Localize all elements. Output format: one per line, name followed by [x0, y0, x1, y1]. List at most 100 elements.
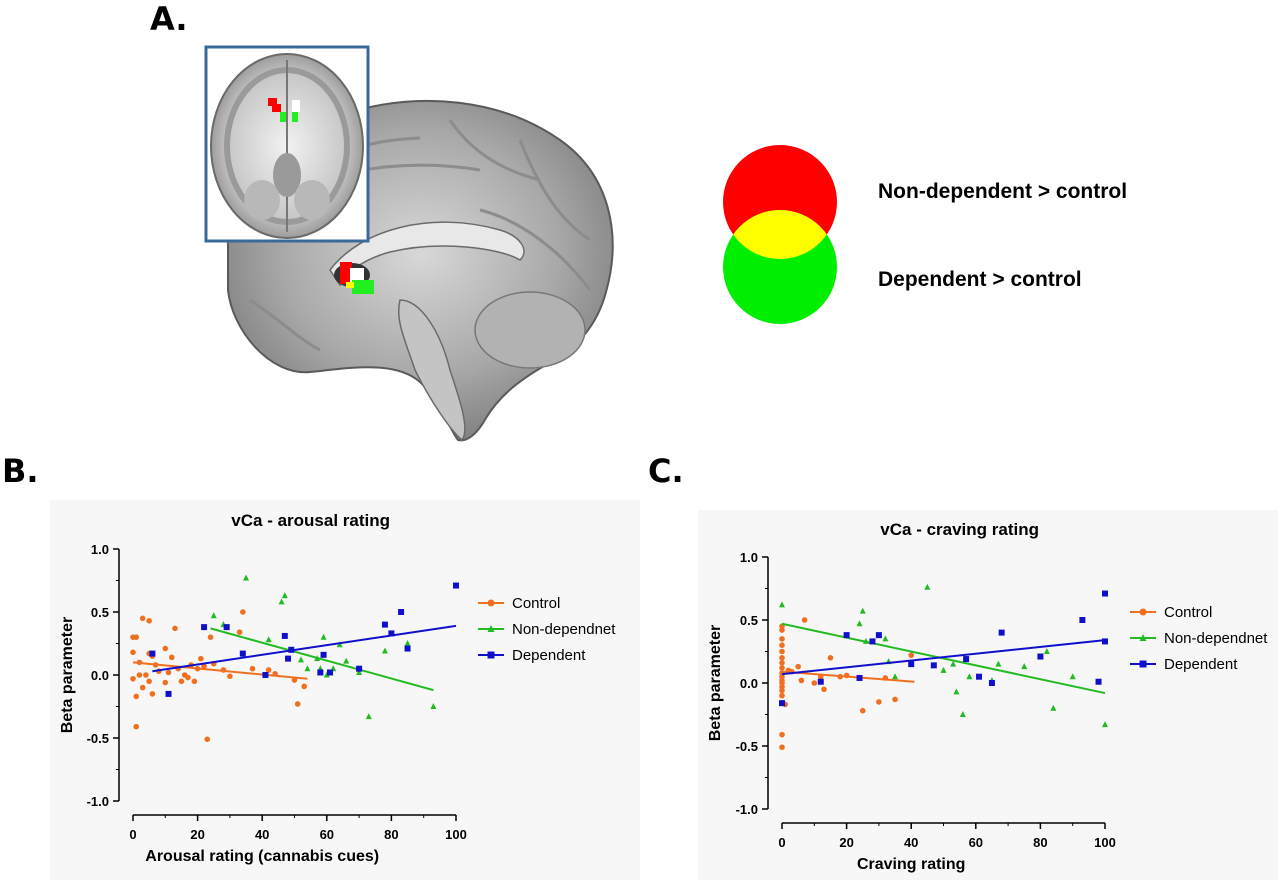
data-point: [908, 661, 915, 668]
data-point: [294, 701, 301, 707]
data-point: [356, 668, 363, 675]
data-point: [136, 659, 143, 666]
data-point: [356, 665, 363, 672]
series-control: [779, 617, 915, 751]
y-tick-label: -1.0: [736, 802, 758, 817]
data-point: [1102, 721, 1108, 728]
data-point: [779, 700, 785, 707]
data-point: [795, 663, 801, 670]
data-point: [827, 655, 834, 661]
data-point: [998, 629, 1005, 636]
legend-label: Non-dependnet: [512, 621, 616, 638]
data-point: [207, 634, 214, 640]
y-tick-label: -0.5: [736, 739, 758, 754]
y-tick-label: 0.0: [740, 676, 758, 691]
panel-label-b: B.: [2, 452, 39, 490]
data-point: [779, 636, 785, 642]
data-point: [194, 665, 201, 672]
overlap-legend-graphic: [723, 145, 837, 324]
x-tick-label: 40: [255, 827, 269, 842]
data-point: [821, 686, 827, 693]
data-point: [365, 713, 372, 720]
data-point: [239, 650, 246, 657]
data-point: [185, 674, 191, 681]
panel-label-a: A.: [150, 0, 188, 38]
data-point: [320, 633, 327, 640]
data-point: [191, 678, 198, 685]
data-point: [336, 641, 343, 648]
data-point: [323, 671, 330, 678]
data-point: [133, 634, 140, 640]
axial-brain-inset: [204, 45, 370, 243]
data-point: [146, 678, 152, 685]
legend-label: Control: [512, 595, 560, 612]
data-point: [1037, 653, 1044, 660]
data-point: [876, 699, 882, 705]
data-point: [143, 672, 149, 678]
y-tick-label: 0.5: [91, 605, 109, 620]
data-point: [404, 640, 411, 646]
series-non-dependnet: [210, 574, 437, 720]
data-point: [779, 601, 785, 608]
data-point: [882, 635, 889, 642]
data-point: [779, 731, 785, 738]
data-point: [133, 723, 140, 730]
data-point: [149, 691, 156, 697]
legend-marker: [487, 625, 495, 632]
data-point: [779, 655, 785, 661]
series-dependent: [779, 590, 1108, 707]
y-tick-label: -1.0: [87, 794, 109, 809]
data-point: [779, 627, 785, 633]
data-point: [801, 617, 808, 623]
data-point: [779, 665, 785, 671]
fit-line: [132, 661, 308, 680]
data-point: [843, 632, 850, 639]
data-point: [1043, 648, 1050, 654]
arousal-rating-chart: vCa - arousal rating 1.0 0.5 0.0 -0.5 -1.0 0 20…: [50, 500, 640, 880]
data-point: [198, 655, 204, 662]
data-point: [837, 673, 843, 680]
non-dependent-legend-label: Non-dependent > control: [878, 180, 1128, 203]
data-point: [327, 669, 334, 676]
legend-marker: [487, 651, 495, 659]
y-axis-label: Beta parameter: [59, 617, 76, 734]
data-point: [1102, 638, 1108, 645]
legend-marker: [1139, 634, 1147, 641]
data-point: [892, 696, 898, 703]
data-point: [278, 598, 285, 605]
data-point: [798, 677, 805, 684]
data-point: [210, 612, 217, 619]
data-point: [281, 632, 288, 639]
x-tick-label: 100: [445, 827, 467, 842]
data-point: [201, 624, 208, 631]
data-point: [404, 645, 411, 652]
data-point: [811, 680, 818, 686]
data-point: [297, 656, 304, 663]
data-point: [262, 672, 269, 678]
data-point: [953, 688, 960, 695]
fit-line: [210, 627, 434, 692]
data-point: [227, 673, 233, 680]
legend-marker: [1139, 660, 1147, 668]
chart-background: [50, 500, 640, 880]
data-point: [172, 625, 178, 632]
legend-marker: [487, 599, 495, 607]
y-tick-label: 1.0: [740, 550, 758, 565]
data-point: [272, 670, 278, 677]
data-point: [139, 684, 146, 691]
data-point: [859, 707, 866, 714]
data-point: [291, 677, 298, 683]
data-point: [136, 672, 143, 678]
overlap-region: [723, 210, 837, 259]
x-tick-label: 100: [1094, 835, 1116, 850]
data-point: [1069, 673, 1076, 680]
data-point: [130, 649, 136, 656]
data-point: [930, 662, 937, 669]
data-point: [265, 636, 272, 643]
data-point: [381, 647, 388, 654]
data-point: [908, 652, 914, 659]
legend-label: Control: [1164, 604, 1212, 621]
data-point: [281, 592, 288, 599]
dependent-legend-label: Dependent > control: [878, 268, 1082, 291]
data-point: [398, 609, 405, 615]
